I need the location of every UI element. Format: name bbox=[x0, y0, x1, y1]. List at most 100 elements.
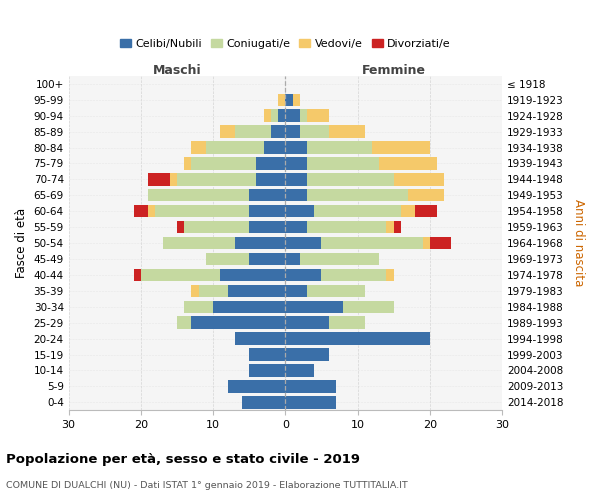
Bar bbox=[220, 126, 235, 138]
Bar bbox=[177, 173, 256, 186]
Bar bbox=[242, 396, 286, 408]
Bar bbox=[386, 268, 394, 281]
Bar bbox=[177, 221, 184, 234]
Bar bbox=[148, 205, 155, 218]
Bar bbox=[343, 300, 394, 313]
Bar bbox=[227, 284, 286, 297]
Bar bbox=[286, 237, 322, 250]
Bar bbox=[206, 142, 263, 154]
Bar bbox=[307, 189, 408, 202]
Bar bbox=[286, 253, 300, 265]
Bar bbox=[286, 142, 307, 154]
Bar bbox=[155, 205, 249, 218]
Bar bbox=[286, 364, 314, 376]
Bar bbox=[286, 332, 430, 345]
Bar bbox=[286, 268, 322, 281]
Bar bbox=[141, 268, 220, 281]
Bar bbox=[191, 157, 256, 170]
Bar bbox=[372, 142, 430, 154]
Bar bbox=[235, 126, 271, 138]
Bar bbox=[394, 173, 444, 186]
Bar bbox=[191, 142, 206, 154]
Bar bbox=[191, 284, 199, 297]
Bar bbox=[329, 316, 365, 329]
Bar bbox=[235, 237, 286, 250]
Bar bbox=[286, 300, 343, 313]
Bar bbox=[177, 316, 191, 329]
Bar bbox=[286, 126, 300, 138]
Bar bbox=[163, 237, 235, 250]
Bar bbox=[307, 221, 386, 234]
Bar bbox=[286, 94, 293, 106]
Bar bbox=[286, 110, 300, 122]
Bar bbox=[314, 205, 401, 218]
Legend: Celibi/Nubili, Coniugati/e, Vedovi/e, Divorziati/e: Celibi/Nubili, Coniugati/e, Vedovi/e, Di… bbox=[115, 34, 455, 54]
Bar bbox=[249, 364, 286, 376]
Bar bbox=[307, 110, 329, 122]
Bar bbox=[220, 268, 286, 281]
Bar bbox=[300, 253, 379, 265]
Bar bbox=[286, 316, 329, 329]
Bar bbox=[322, 237, 422, 250]
Bar bbox=[278, 110, 286, 122]
Bar bbox=[184, 221, 249, 234]
Bar bbox=[286, 380, 336, 392]
Bar bbox=[286, 284, 307, 297]
Bar bbox=[415, 205, 437, 218]
Bar bbox=[271, 126, 286, 138]
Bar bbox=[293, 94, 300, 106]
Bar bbox=[394, 221, 401, 234]
Bar bbox=[271, 110, 278, 122]
Bar bbox=[249, 348, 286, 360]
Bar bbox=[286, 205, 314, 218]
Bar bbox=[184, 157, 191, 170]
Bar bbox=[307, 142, 372, 154]
Bar bbox=[249, 253, 286, 265]
Bar bbox=[191, 316, 286, 329]
Bar bbox=[307, 284, 365, 297]
Bar bbox=[401, 205, 415, 218]
Bar bbox=[286, 348, 329, 360]
Bar bbox=[408, 189, 444, 202]
Bar bbox=[249, 205, 286, 218]
Bar bbox=[134, 205, 148, 218]
Bar bbox=[256, 157, 286, 170]
Bar bbox=[307, 157, 379, 170]
Bar bbox=[379, 157, 437, 170]
Bar bbox=[184, 300, 213, 313]
Y-axis label: Anni di nascita: Anni di nascita bbox=[572, 200, 585, 286]
Bar bbox=[170, 173, 177, 186]
Bar bbox=[386, 221, 394, 234]
Text: Popolazione per età, sesso e stato civile - 2019: Popolazione per età, sesso e stato civil… bbox=[6, 452, 360, 466]
Bar bbox=[263, 110, 271, 122]
Bar bbox=[256, 173, 286, 186]
Bar bbox=[148, 189, 249, 202]
Text: Maschi: Maschi bbox=[153, 64, 202, 76]
Bar bbox=[249, 221, 286, 234]
Bar bbox=[227, 380, 286, 392]
Bar bbox=[148, 173, 170, 186]
Y-axis label: Fasce di età: Fasce di età bbox=[15, 208, 28, 278]
Bar bbox=[199, 284, 227, 297]
Bar bbox=[322, 268, 386, 281]
Bar bbox=[249, 189, 286, 202]
Bar bbox=[422, 237, 430, 250]
Bar bbox=[430, 237, 451, 250]
Bar bbox=[329, 126, 365, 138]
Bar bbox=[300, 126, 329, 138]
Bar bbox=[206, 253, 249, 265]
Bar bbox=[286, 221, 307, 234]
Text: Femmine: Femmine bbox=[362, 64, 426, 76]
Bar bbox=[134, 268, 141, 281]
Bar bbox=[213, 300, 286, 313]
Bar bbox=[286, 189, 307, 202]
Bar bbox=[286, 173, 307, 186]
Text: COMUNE DI DUALCHI (NU) - Dati ISTAT 1° gennaio 2019 - Elaborazione TUTTITALIA.IT: COMUNE DI DUALCHI (NU) - Dati ISTAT 1° g… bbox=[6, 481, 408, 490]
Bar bbox=[307, 173, 394, 186]
Bar bbox=[300, 110, 307, 122]
Bar bbox=[286, 157, 307, 170]
Bar bbox=[263, 142, 286, 154]
Bar bbox=[286, 396, 336, 408]
Bar bbox=[278, 94, 286, 106]
Bar bbox=[235, 332, 286, 345]
